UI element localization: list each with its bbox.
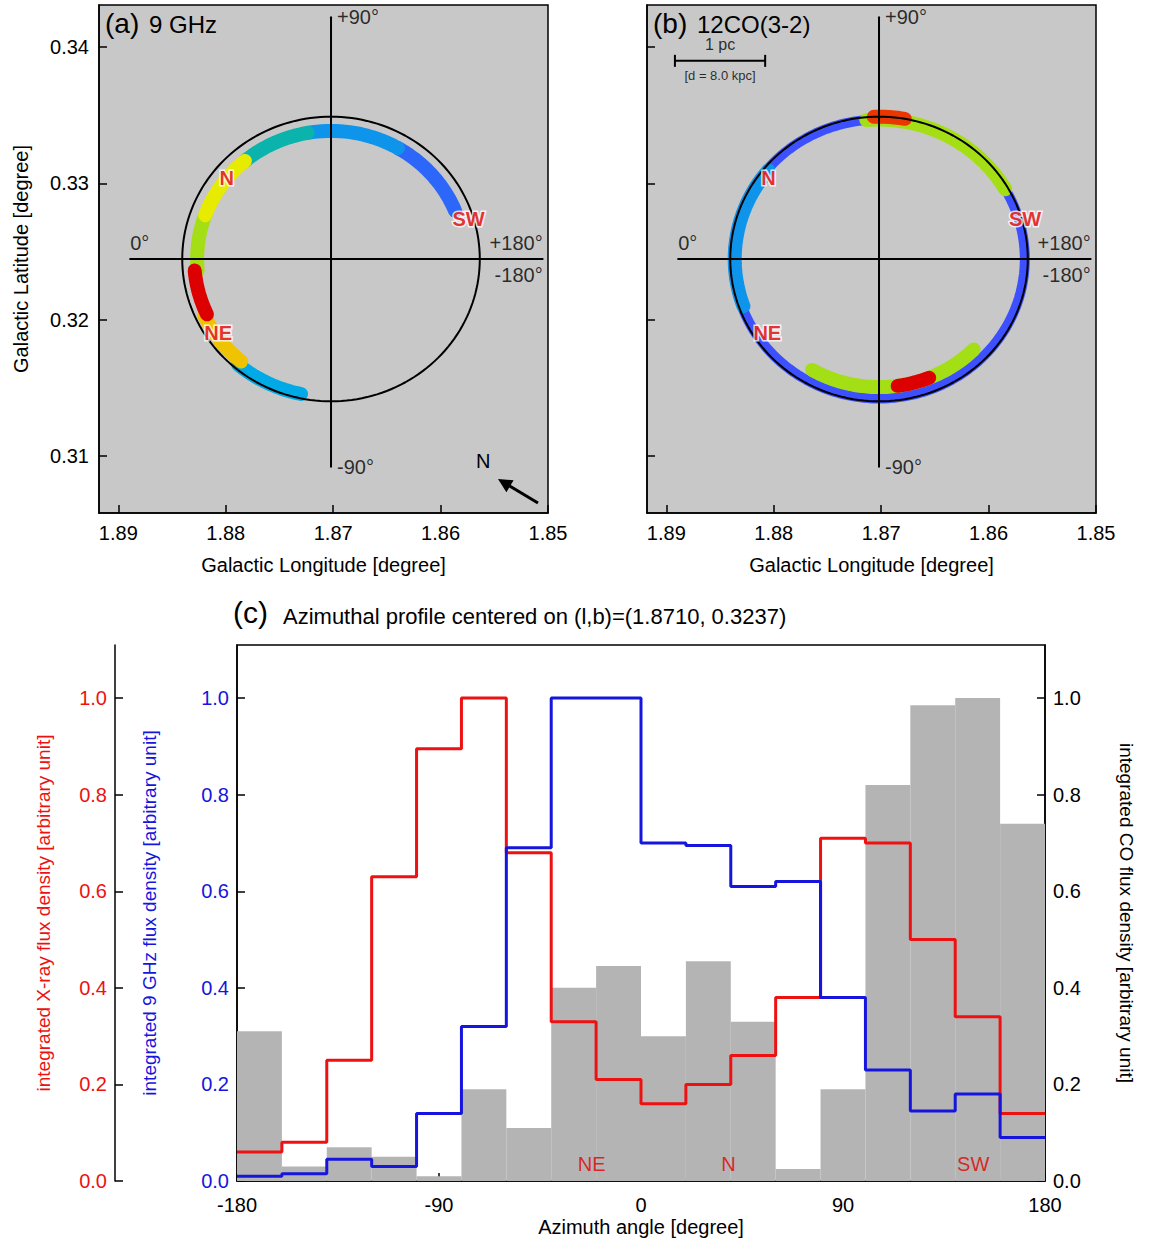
svg-text:0.34: 0.34 [50, 36, 89, 58]
svg-text:0.6: 0.6 [1053, 880, 1081, 902]
svg-text:-180°: -180° [1043, 264, 1091, 286]
svg-text:180: 180 [1028, 1194, 1061, 1216]
svg-text:(a): (a) [105, 8, 139, 39]
svg-text:1.88: 1.88 [754, 522, 793, 544]
svg-text:+180°: +180° [1038, 232, 1091, 254]
svg-text:0.8: 0.8 [79, 784, 107, 806]
svg-text:0°: 0° [678, 232, 697, 254]
svg-text:0.32: 0.32 [50, 309, 89, 331]
svg-text:0.2: 0.2 [201, 1073, 229, 1095]
svg-text:-90: -90 [425, 1194, 454, 1216]
svg-text:0.33: 0.33 [50, 172, 89, 194]
svg-text:0.8: 0.8 [201, 784, 229, 806]
svg-text:90: 90 [832, 1194, 854, 1216]
svg-text:integrated X-ray flux density: integrated X-ray flux density [arbitrary… [33, 735, 54, 1092]
svg-text:SW: SW [957, 1153, 989, 1175]
svg-text:NE: NE [753, 322, 781, 344]
svg-text:1.0: 1.0 [79, 687, 107, 709]
svg-text:+180°: +180° [490, 232, 543, 254]
svg-text:0.2: 0.2 [79, 1073, 107, 1095]
svg-text:SW: SW [1009, 208, 1041, 230]
svg-text:0.4: 0.4 [79, 977, 107, 999]
svg-text:9 GHz: 9 GHz [149, 11, 217, 38]
svg-text:Galactic Latitude [degree]: Galactic Latitude [degree] [10, 145, 32, 373]
svg-text:0°: 0° [130, 232, 149, 254]
svg-text:1.86: 1.86 [969, 522, 1008, 544]
svg-text:12CO(3-2): 12CO(3-2) [697, 11, 810, 38]
svg-text:0.8: 0.8 [1053, 784, 1081, 806]
svg-text:1.89: 1.89 [647, 522, 686, 544]
svg-text:1.0: 1.0 [201, 687, 229, 709]
svg-text:(b): (b) [653, 8, 687, 39]
svg-text:0.2: 0.2 [1053, 1073, 1081, 1095]
svg-text:1 pc: 1 pc [705, 36, 735, 53]
svg-text:1.87: 1.87 [862, 522, 901, 544]
svg-text:integrated 9 GHz flux density: integrated 9 GHz flux density [arbitrary… [139, 730, 160, 1095]
svg-text:-180°: -180° [495, 264, 543, 286]
svg-text:NE: NE [578, 1153, 606, 1175]
svg-text:(c): (c) [233, 596, 268, 629]
svg-text:-90°: -90° [885, 456, 922, 478]
svg-text:SW: SW [452, 208, 484, 230]
svg-text:Azimuthal profile centered on: Azimuthal profile centered on (l,b)=(1.8… [283, 604, 786, 629]
svg-text:integrated CO flux density [ar: integrated CO flux density [arbitrary un… [1116, 743, 1137, 1083]
svg-text:1.85: 1.85 [1077, 522, 1116, 544]
svg-text:[d = 8.0 kpc]: [d = 8.0 kpc] [684, 68, 755, 83]
svg-text:0.31: 0.31 [50, 445, 89, 467]
svg-text:0: 0 [635, 1194, 646, 1216]
svg-text:NE: NE [204, 322, 232, 344]
svg-text:1.85: 1.85 [529, 522, 568, 544]
svg-text:Galactic Longitude [degree]: Galactic Longitude [degree] [201, 554, 446, 576]
svg-text:N: N [476, 450, 490, 472]
svg-text:1.0: 1.0 [1053, 687, 1081, 709]
svg-text:1.87: 1.87 [314, 522, 353, 544]
svg-text:0.6: 0.6 [201, 880, 229, 902]
svg-text:-180: -180 [217, 1194, 257, 1216]
svg-text:0.4: 0.4 [201, 977, 229, 999]
svg-text:0.0: 0.0 [1053, 1170, 1081, 1192]
svg-text:0.0: 0.0 [79, 1170, 107, 1192]
svg-text:0.6: 0.6 [79, 880, 107, 902]
svg-text:+90°: +90° [885, 6, 927, 28]
svg-text:+90°: +90° [337, 6, 379, 28]
svg-text:1.89: 1.89 [99, 522, 138, 544]
svg-text:N: N [721, 1153, 735, 1175]
svg-text:N: N [220, 167, 234, 189]
svg-text:N: N [761, 167, 775, 189]
svg-text:Azimuth angle [degree]: Azimuth angle [degree] [538, 1216, 744, 1238]
svg-text:Galactic Longitude [degree]: Galactic Longitude [degree] [749, 554, 994, 576]
svg-text:1.88: 1.88 [206, 522, 245, 544]
svg-text:0.4: 0.4 [1053, 977, 1081, 999]
svg-text:-90°: -90° [337, 456, 374, 478]
svg-text:0.0: 0.0 [201, 1170, 229, 1192]
svg-text:1.86: 1.86 [421, 522, 460, 544]
